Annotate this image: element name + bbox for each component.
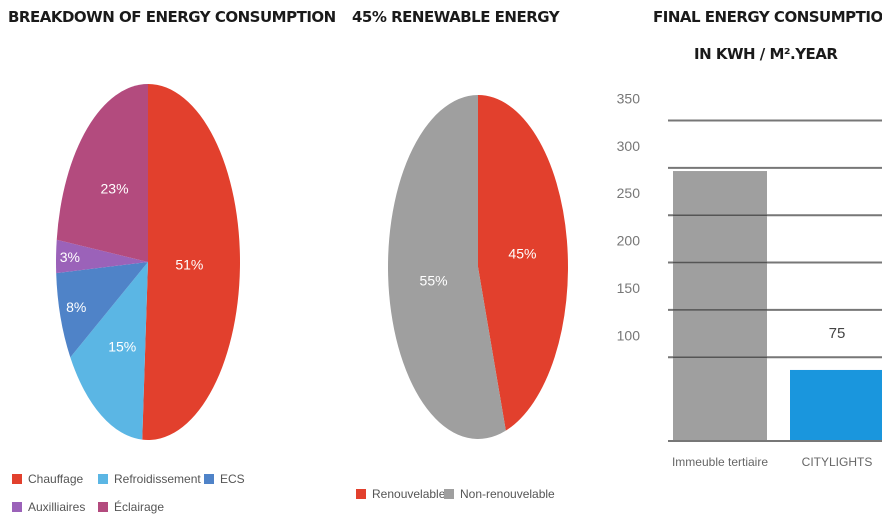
legend-swatch <box>356 489 366 499</box>
legend-item-non-renouvelable: Non-renouvelable <box>444 487 555 501</box>
legend-label: ECS <box>220 472 245 486</box>
legend-label: Refroidissement <box>114 472 201 486</box>
y-tick-label: 300 <box>617 138 641 154</box>
legend-item-chauffage: Chauffage <box>12 472 83 486</box>
pie-slice-renouvelable <box>478 95 568 431</box>
legend-item-auxilliaires: Auxilliaires <box>12 500 85 514</box>
legend-label: Non-renouvelable <box>460 487 555 501</box>
slice-label-chauffage: 51% <box>175 257 203 273</box>
x-category-label-immeuble-tertiaire: Immeuble tertiaire <box>672 455 768 469</box>
pie-slice-non-renouvelable <box>388 95 506 439</box>
y-tick-label: 100 <box>617 327 641 343</box>
bar-subtitle: IN KWH / M².YEAR <box>694 45 838 63</box>
pie2-title: 45% RENEWABLE ENERGY <box>352 8 560 26</box>
y-tick-label: 200 <box>617 233 641 249</box>
slice-label-renouvelable: 45% <box>508 246 536 262</box>
pie-slice-auxilliaires <box>56 239 149 274</box>
bar-title: FINAL ENERGY CONSUMPTION <box>653 8 882 26</box>
legend-label: Chauffage <box>28 472 84 486</box>
bar-citylights <box>790 369 882 441</box>
legend-label: Auxilliaires <box>28 500 86 514</box>
slice-label-ecs: 8% <box>66 299 86 315</box>
y-tick-label: 150 <box>617 280 641 296</box>
y-tick-label: 250 <box>617 185 641 201</box>
legend-swatch <box>444 489 454 499</box>
pie1-title: BREAKDOWN OF ENERGY CONSUMPTION <box>8 8 336 26</box>
pie-slice-eclairage <box>56 84 148 262</box>
legend-swatch <box>98 474 108 484</box>
slice-label-eclairage: 23% <box>101 181 129 197</box>
legend-item-ecs: ECS <box>204 472 245 486</box>
legend-swatch <box>12 502 22 512</box>
bar-chart-final-consumption: 100 150 200 250 300 350 Immeuble tertiaire 75 CI… <box>617 90 882 469</box>
legend-label: Éclairage <box>114 500 165 514</box>
legend-item-refroidissement: Refroidissement <box>98 472 201 486</box>
legend-swatch <box>204 474 214 484</box>
legend-item-eclairage: Éclairage <box>98 500 164 514</box>
legend-label: Renouvelable <box>372 487 446 501</box>
pie-slice-refroidissement <box>70 262 148 440</box>
slice-label-non-renouvelable: 55% <box>420 272 448 288</box>
pie-slice-chauffage <box>142 84 241 440</box>
pie-slice-ecs <box>56 262 148 358</box>
legend-swatch <box>12 474 22 484</box>
legend-item-renouvelable: Renouvelable <box>356 487 445 501</box>
pie-chart-energy-breakdown: 51% 15% 8% 3% 23% <box>56 84 241 440</box>
x-category-label-citylights: CITYLIGHTS <box>802 455 873 469</box>
pie-chart-renewable: 45% 55% <box>388 95 568 439</box>
bar-immeuble-tertiaire <box>673 171 767 441</box>
slice-label-refroidissement: 15% <box>108 338 136 354</box>
y-tick-label: 350 <box>617 90 641 106</box>
slice-label-auxilliaires: 3% <box>60 249 80 265</box>
bar-value-label-citylights: 75 <box>829 325 846 342</box>
legend-swatch <box>98 502 108 512</box>
